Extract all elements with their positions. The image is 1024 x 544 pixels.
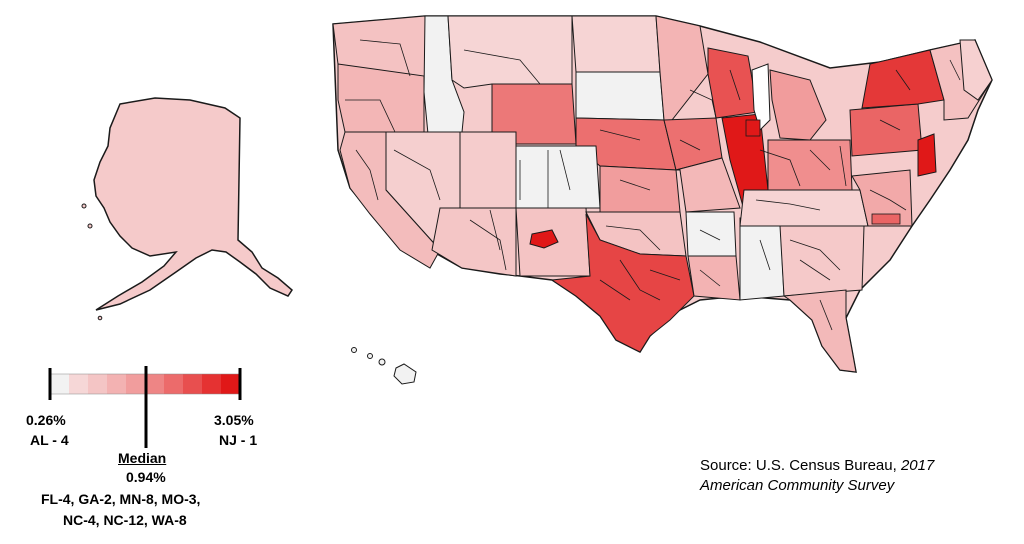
carolinas-virginia-region [851, 169, 913, 227]
legend-scale [48, 366, 242, 448]
district-borders [345, 39, 961, 331]
pennsylvania-region [849, 103, 923, 157]
louisiana-region [687, 255, 741, 301]
indiana-ohio-region [767, 139, 853, 191]
legend-scale-cell [145, 374, 165, 394]
new-jersey-region [917, 133, 937, 177]
legend-scale-cell [69, 374, 89, 394]
arizona-region [431, 207, 517, 277]
utah-region [459, 131, 517, 209]
alabama-georgia-region [779, 225, 865, 297]
legend-scale-cell [107, 374, 127, 394]
legend-scale-cell [183, 374, 203, 394]
north-dakota-region [571, 15, 661, 73]
maine-region [959, 39, 993, 101]
texas-region [550, 213, 695, 353]
legend-scale-cell [221, 374, 241, 394]
legend-max-district: NJ - 1 [219, 432, 258, 448]
legend-min-value: 0.26% [26, 412, 66, 428]
source-year: 2017 [900, 457, 935, 474]
colorado-region [515, 145, 601, 209]
legend-max-value: 3.05% [214, 412, 254, 428]
alaska-region [93, 97, 293, 311]
montana-region [447, 15, 573, 89]
california-region [339, 131, 441, 269]
kentucky-tennessee-region [739, 189, 869, 227]
legend-median-value: 0.94% [126, 469, 166, 485]
source-prefix: Source: U.S. Census Bureau, [700, 457, 901, 474]
legend-min-district: AL - 4 [30, 432, 69, 448]
source-citation: Source: U.S. Census Bureau, 2017 America… [700, 456, 934, 496]
south-dakota-region [575, 71, 665, 121]
hawaii-region [351, 347, 417, 385]
arkansas-region [685, 211, 737, 257]
lake-michigan [751, 63, 771, 131]
legend-scale-cell [202, 374, 222, 394]
chicago-district [745, 119, 761, 137]
mississippi-region [739, 217, 785, 301]
wisconsin-region [707, 47, 759, 119]
legend-median-districts-1: FL-4, GA-2, MN-8, MO-3, [41, 491, 201, 507]
missouri-region [675, 157, 741, 213]
source-survey: American Community Survey [700, 477, 895, 494]
legend: 0.26% AL - 4 3.05% NJ - 1 Median 0.94% F… [0, 0, 300, 539]
legend-median-title: Median [118, 450, 167, 466]
oregon-region [337, 63, 425, 133]
legend-scale-cell [164, 374, 184, 394]
virginia-district [871, 213, 901, 225]
oklahoma-city-district [529, 229, 559, 249]
legend-median-districts-2: NC-4, NC-12, WA-8 [63, 512, 187, 528]
kansas-region [599, 165, 681, 213]
legend-scale-cell [88, 374, 108, 394]
florida-region [782, 289, 857, 373]
new-york-region [861, 49, 945, 109]
legend-scale-cell [126, 374, 146, 394]
legend-scale-cell [50, 374, 70, 394]
